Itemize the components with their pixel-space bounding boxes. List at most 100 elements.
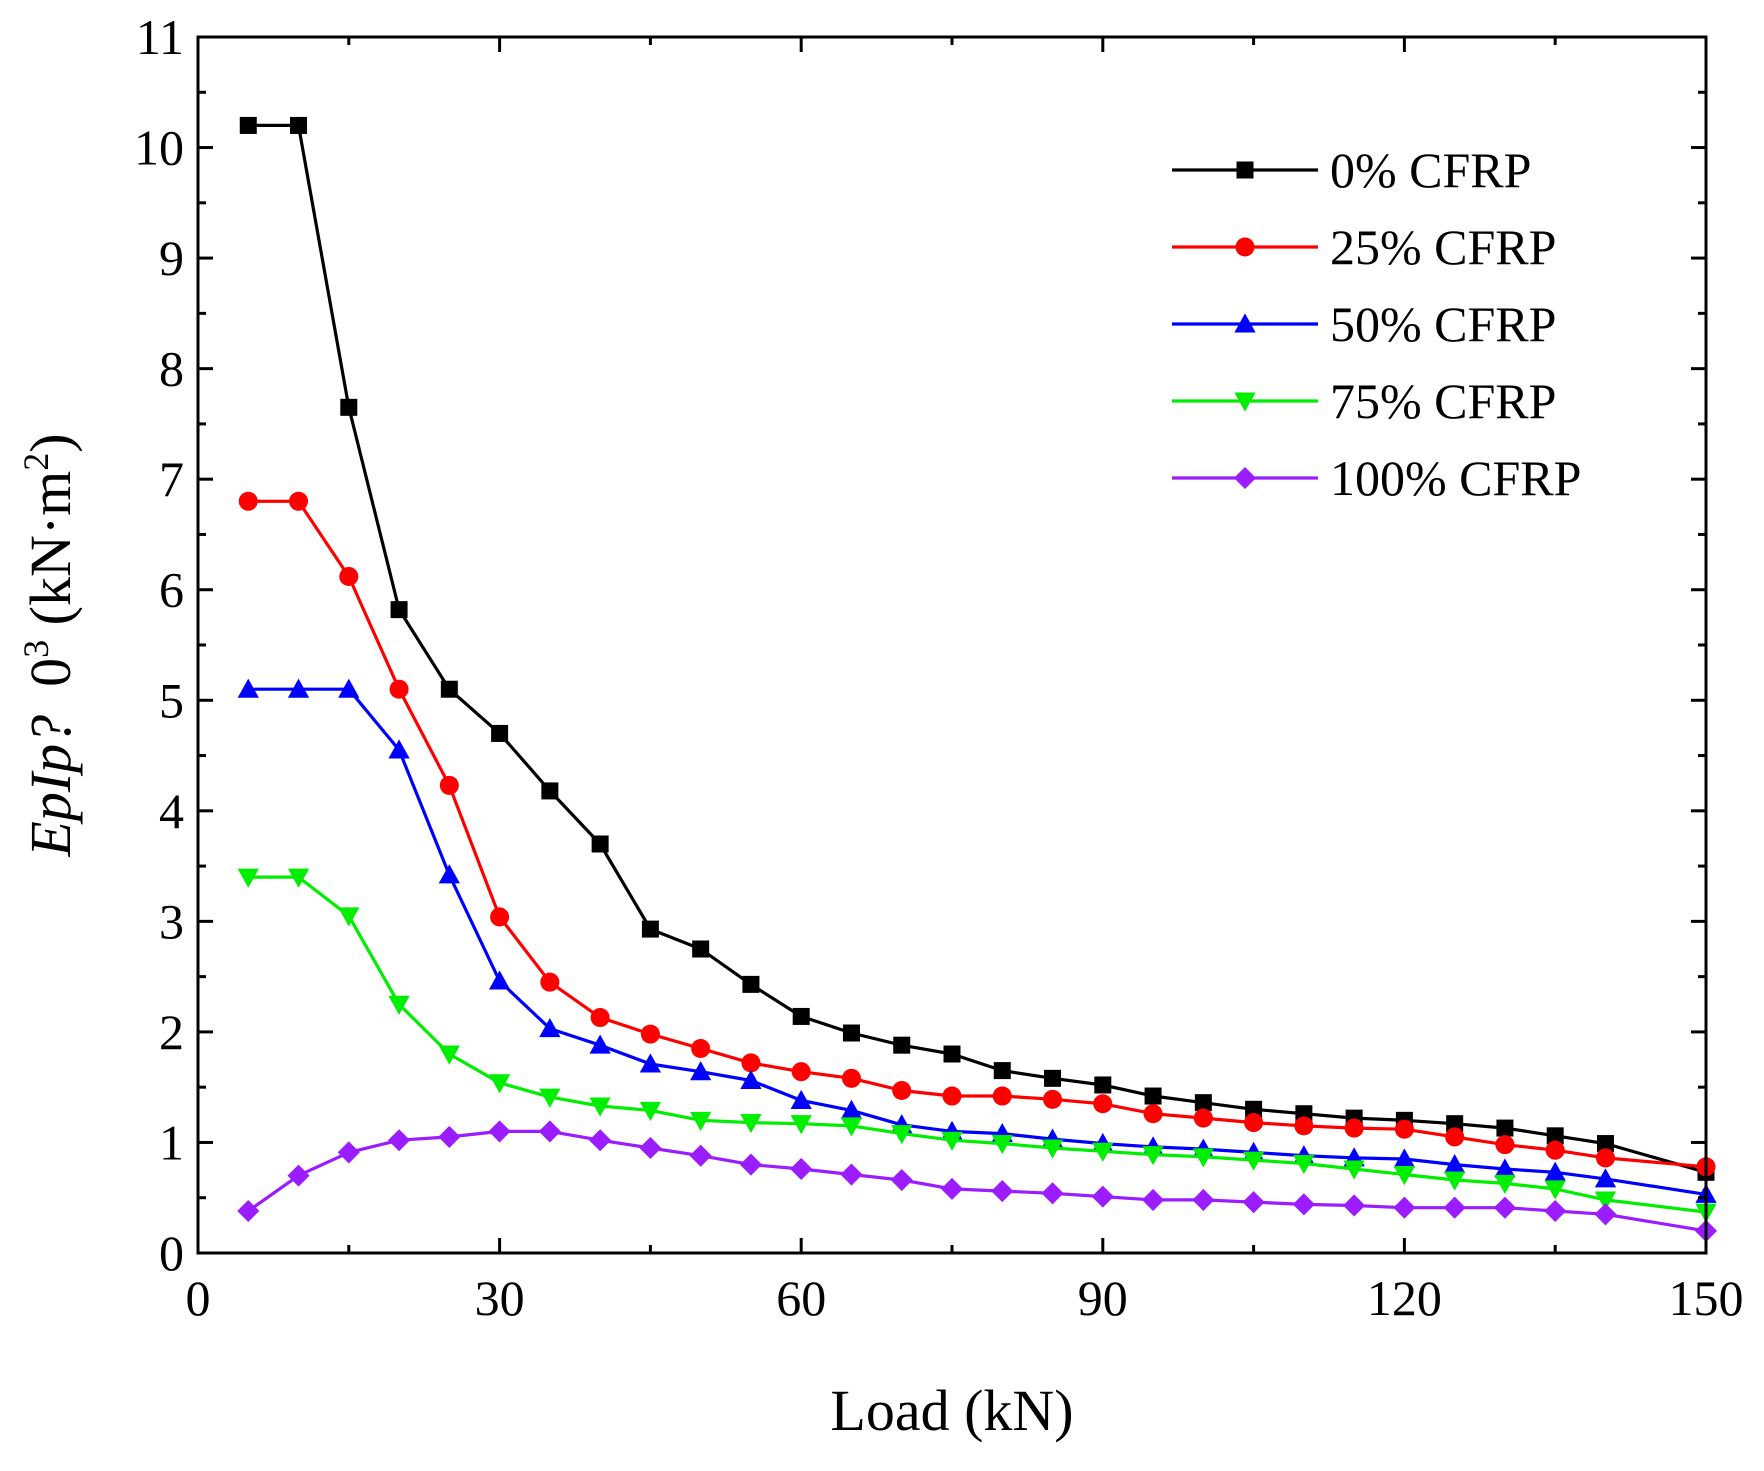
data-point-0pct-cfrp [641,920,659,938]
data-point-0pct-cfrp [541,782,559,800]
data-point-0pct-cfrp [1144,1087,1162,1105]
data-point-25pct-cfrp [1595,1148,1615,1168]
data-point-100pct-cfrp [689,1144,712,1167]
y-tick-label: 5 [159,672,184,728]
data-point-75pct-cfrp [941,1131,963,1151]
legend-item-100pct-cfrp: 100% CFRP [1172,450,1581,506]
data-point-75pct-cfrp [589,1097,611,1117]
data-point-75pct-cfrp [1393,1166,1416,1186]
data-point-25pct-cfrp [1545,1140,1565,1160]
data-point-100pct-cfrp [639,1136,662,1160]
data-point-75pct-cfrp [1041,1139,1064,1159]
data-point-0pct-cfrp [591,835,609,853]
data-point-75pct-cfrp [991,1135,1013,1155]
y-tick-label: 1 [159,1114,184,1170]
data-point-0pct-cfrp [1044,1069,1062,1087]
data-point-50pct-cfrp [488,970,511,990]
data-point-75pct-cfrp [1142,1146,1164,1166]
data-point-25pct-cfrp [841,1068,861,1088]
data-point-75pct-cfrp [1594,1191,1617,1211]
data-point-50pct-cfrp [690,1061,712,1081]
x-tick-label: 120 [1367,1270,1442,1326]
data-point-25pct-cfrp [892,1080,912,1101]
data-point-25pct-cfrp [1143,1104,1163,1124]
data-point-75pct-cfrp [1494,1174,1516,1194]
data-point-0pct-cfrp [1194,1094,1212,1112]
y-tick-label: 9 [159,230,184,286]
data-point-25pct-cfrp [942,1086,962,1106]
data-point-75pct-cfrp [1192,1148,1214,1168]
legend-label: 100% CFRP [1330,450,1581,506]
data-point-0pct-cfrp [491,724,509,742]
data-point-25pct-cfrp [1193,1108,1213,1128]
data-point-0pct-cfrp [842,1024,860,1042]
data-point-50pct-cfrp [639,1053,662,1073]
data-point-100pct-cfrp [1192,1188,1215,1211]
data-point-75pct-cfrp [1293,1154,1315,1175]
data-point-100pct-cfrp [1242,1191,1265,1214]
series-25pct-cfrp [238,491,1716,1177]
data-point-100pct-cfrp [840,1163,863,1186]
data-point-25pct-cfrp [339,566,359,586]
data-point-50pct-cfrp [790,1089,812,1109]
legend-label: 75% CFRP [1330,373,1556,429]
x-tick-label: 30 [475,1270,525,1326]
data-point-100pct-cfrp [237,1199,260,1223]
y-tick-label: 0 [159,1225,184,1281]
data-point-75pct-cfrp [1242,1151,1265,1171]
data-point-25pct-cfrp [439,775,459,795]
data-point-0pct-cfrp [943,1045,961,1063]
data-point-50pct-cfrp [589,1034,611,1054]
series-0pct-cfrp [239,116,1715,1181]
legend-label: 50% CFRP [1330,296,1556,352]
data-point-25pct-cfrp [540,972,560,992]
data-point-0pct-cfrp [792,1007,810,1025]
data-point-0pct-cfrp [893,1036,911,1054]
data-point-50pct-cfrp [287,678,310,698]
data-point-50pct-cfrp [338,678,360,698]
data-point-100pct-cfrp [388,1129,411,1152]
data-point-25pct-cfrp [1244,1113,1264,1133]
data-point-75pct-cfrp [1544,1180,1566,1200]
data-point-75pct-cfrp [1092,1142,1114,1162]
data-point-25pct-cfrp [1294,1116,1314,1136]
data-point-100pct-cfrp [1091,1185,1114,1208]
data-point-50pct-cfrp [740,1069,762,1090]
data-point-25pct-cfrp [238,491,258,511]
data-point-100pct-cfrp [1041,1182,1064,1205]
y-tick-label: 10 [134,120,184,176]
data-point-0pct-cfrp [440,680,458,698]
data-point-75pct-cfrp [790,1115,812,1135]
x-tick-label: 0 [186,1270,211,1326]
data-point-0pct-cfrp [239,116,257,134]
y-axis-title: EpIp?03 (kN·m2) [16,433,83,857]
data-point-0pct-cfrp [290,116,308,134]
y-tick-label: 8 [159,341,184,397]
data-point-75pct-cfrp [690,1111,712,1131]
legend-marker [1234,392,1256,412]
data-point-25pct-cfrp [590,1008,610,1028]
data-point-100pct-cfrp [589,1129,612,1152]
data-point-50pct-cfrp [1393,1148,1416,1168]
legend-item-25pct-cfrp: 25% CFRP [1172,219,1556,275]
data-point-75pct-cfrp [840,1117,863,1137]
data-point-25pct-cfrp [389,679,409,699]
legend-marker [1235,237,1255,257]
legend-item-75pct-cfrp: 75% CFRP [1172,373,1556,429]
data-point-75pct-cfrp [338,907,360,927]
series-50pct-cfrp [237,678,1717,1203]
data-point-100pct-cfrp [438,1125,461,1148]
data-point-0pct-cfrp [692,940,710,958]
data-point-50pct-cfrp [388,739,410,759]
data-point-0pct-cfrp [1245,1100,1263,1118]
data-point-100pct-cfrp [890,1168,913,1192]
data-point-75pct-cfrp [488,1074,511,1094]
data-point-0pct-cfrp [742,975,760,993]
data-point-100pct-cfrp [940,1177,964,1200]
data-point-25pct-cfrp [691,1038,711,1059]
legend-marker [1236,161,1254,179]
data-point-25pct-cfrp [640,1024,660,1044]
data-point-0pct-cfrp [340,398,358,416]
data-point-50pct-cfrp [438,864,460,884]
